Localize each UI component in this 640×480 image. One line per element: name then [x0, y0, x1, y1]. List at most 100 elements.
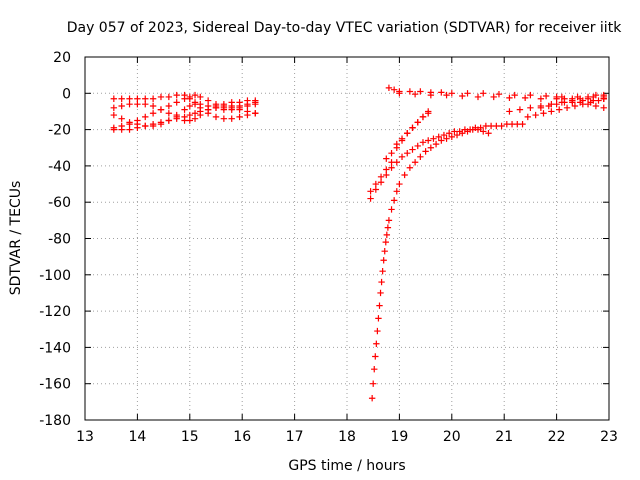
data-point: [409, 124, 416, 131]
x-tick-label: 23: [600, 429, 618, 445]
data-point: [379, 267, 386, 275]
data-point: [173, 91, 180, 99]
data-point: [393, 140, 400, 148]
data-point: [443, 91, 450, 99]
data-point: [417, 153, 424, 161]
data-point: [584, 93, 592, 101]
data-point: [561, 99, 568, 106]
data-point: [445, 130, 453, 137]
data-point: [584, 100, 592, 108]
data-point: [165, 117, 173, 124]
data-point: [425, 108, 432, 115]
series-curve-b3: [383, 108, 432, 162]
data-point: [411, 91, 419, 98]
data-point: [390, 86, 398, 93]
data-point: [181, 113, 188, 121]
data-point: [438, 89, 445, 96]
y-tick-label: -60: [48, 195, 71, 211]
data-point: [186, 95, 193, 102]
data-point: [142, 100, 149, 108]
data-point: [474, 93, 482, 101]
data-point: [417, 88, 424, 95]
data-point: [165, 93, 173, 101]
x-tick-label: 17: [286, 429, 304, 445]
data-point: [563, 104, 571, 112]
data-point: [516, 106, 524, 113]
data-point: [377, 173, 385, 180]
data-point: [252, 110, 259, 117]
data-point: [372, 180, 380, 188]
data-point: [576, 95, 584, 102]
series-band-c1: [385, 84, 607, 101]
data-layer: [110, 84, 607, 402]
data-point: [427, 91, 435, 99]
data-point: [466, 126, 474, 133]
data-point: [126, 126, 133, 133]
data-point: [600, 91, 607, 99]
data-point: [540, 110, 547, 117]
data-point: [126, 95, 133, 102]
data-point: [401, 171, 408, 179]
data-point: [228, 102, 235, 110]
data-point: [236, 113, 243, 121]
data-point: [126, 119, 133, 126]
data-point: [186, 102, 193, 110]
y-tick-label: -80: [48, 232, 71, 248]
y-tick-label: 0: [62, 86, 71, 102]
data-point: [383, 166, 390, 173]
data-point: [398, 135, 406, 142]
data-point: [388, 159, 395, 166]
data-point: [422, 148, 429, 155]
x-tick-label: 15: [181, 429, 199, 445]
data-point: [409, 146, 416, 153]
y-tick-label: -100: [39, 268, 71, 284]
data-point: [149, 120, 157, 128]
data-point: [370, 380, 377, 387]
data-point: [390, 197, 398, 204]
data-point: [432, 140, 440, 148]
x-tick-label: 19: [390, 429, 408, 445]
data-point: [376, 302, 383, 309]
series-cluster-a5: [110, 100, 259, 133]
data-point: [383, 231, 391, 239]
x-tick-label: 16: [233, 429, 251, 445]
data-point: [134, 124, 141, 131]
data-point: [134, 100, 141, 108]
data-point: [367, 195, 374, 202]
data-point: [118, 102, 125, 110]
data-point: [149, 95, 157, 102]
data-point: [495, 91, 503, 98]
data-point: [173, 99, 180, 106]
data-point: [191, 91, 199, 99]
data-point: [485, 130, 492, 137]
data-point: [480, 90, 487, 97]
data-point: [406, 164, 414, 171]
series-cluster-a2: [110, 91, 259, 122]
data-point: [383, 155, 390, 162]
data-point: [542, 92, 550, 100]
y-tick-label: -180: [39, 413, 71, 429]
data-point: [126, 100, 133, 108]
data-point: [404, 149, 411, 157]
data-point: [398, 153, 406, 161]
data-point: [414, 142, 421, 150]
data-point: [110, 95, 118, 102]
grid-layer: [85, 57, 609, 420]
data-point: [521, 94, 529, 102]
y-tick-label: -20: [48, 123, 71, 139]
data-point: [498, 122, 505, 130]
data-point: [165, 102, 173, 110]
data-point: [149, 102, 157, 110]
data-point: [197, 93, 204, 101]
data-point: [186, 111, 193, 119]
data-point: [371, 365, 378, 373]
data-point: [506, 94, 513, 102]
data-point: [382, 238, 389, 246]
data-point: [220, 115, 228, 122]
data-point: [430, 135, 437, 142]
data-point: [118, 126, 125, 133]
data-point: [244, 100, 251, 108]
data-point: [443, 135, 450, 142]
y-tick-label: -140: [39, 340, 71, 356]
data-point: [142, 122, 149, 130]
